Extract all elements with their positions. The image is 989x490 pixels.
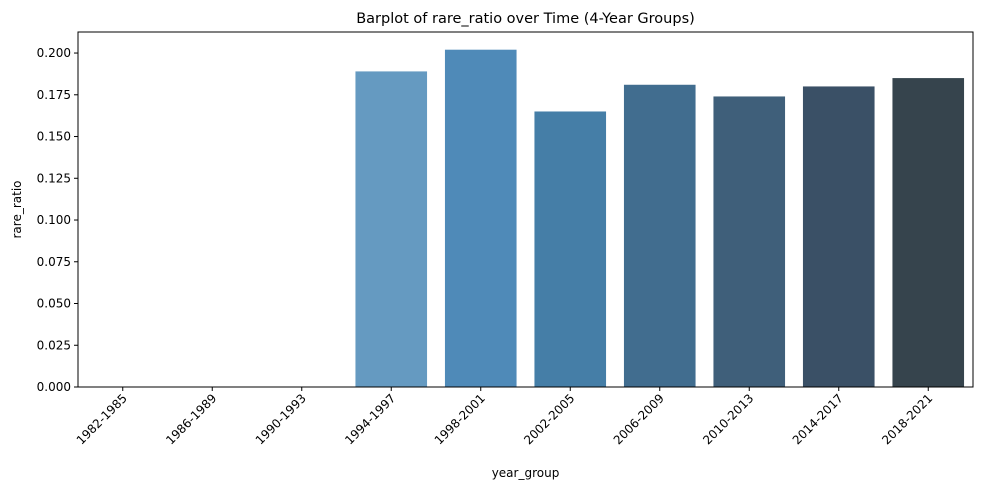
y-tick-label: 0.050 bbox=[37, 297, 71, 311]
chart-title: Barplot of rare_ratio over Time (4-Year … bbox=[356, 11, 695, 27]
bar-2018-2021 bbox=[892, 78, 965, 387]
x-tick-label: 2006-2009 bbox=[611, 391, 667, 447]
y-tick-label: 0.075 bbox=[37, 255, 71, 269]
y-axis-ticks: 0.000 0.025 0.050 0.075 0.100 0.125 0.150 0.175… bbox=[37, 46, 78, 394]
y-tick-label: 0.000 bbox=[37, 380, 71, 394]
x-tick-label: 1990-1993 bbox=[253, 391, 309, 447]
bar-2010-2013 bbox=[713, 96, 786, 387]
y-tick-label: 0.150 bbox=[37, 130, 71, 144]
bar-2006-2009 bbox=[623, 84, 696, 388]
bar-2002-2005 bbox=[534, 111, 607, 387]
x-tick-label: 1982-1985 bbox=[74, 391, 130, 447]
x-tick-label: 1998-2001 bbox=[432, 391, 488, 447]
x-tick-label: 2010-2013 bbox=[700, 391, 756, 447]
x-axis-ticks: 1982-1985 1986-1989 1990-1993 1994-1997 1998… bbox=[74, 387, 935, 447]
y-tick-label: 0.025 bbox=[37, 338, 71, 352]
y-tick-label: 0.200 bbox=[37, 46, 71, 60]
x-axis-label: year_group bbox=[492, 466, 560, 480]
bar-2014-2017 bbox=[802, 86, 875, 388]
bar-1994-1997 bbox=[355, 71, 428, 387]
y-tick-label: 0.100 bbox=[37, 213, 71, 227]
plot-frame bbox=[77, 31, 974, 388]
y-axis-label: rare_ratio bbox=[10, 180, 24, 238]
x-tick-label: 1994-1997 bbox=[342, 391, 398, 447]
x-tick-label: 2018-2021 bbox=[879, 391, 935, 447]
x-tick-label: 2002-2005 bbox=[521, 391, 577, 447]
bars bbox=[355, 49, 965, 388]
x-tick-label: 1986-1989 bbox=[163, 391, 219, 447]
y-tick-label: 0.125 bbox=[37, 171, 71, 185]
bar-1998-2001 bbox=[444, 49, 517, 388]
x-tick-label: 2014-2017 bbox=[790, 391, 846, 447]
y-tick-label: 0.175 bbox=[37, 88, 71, 102]
